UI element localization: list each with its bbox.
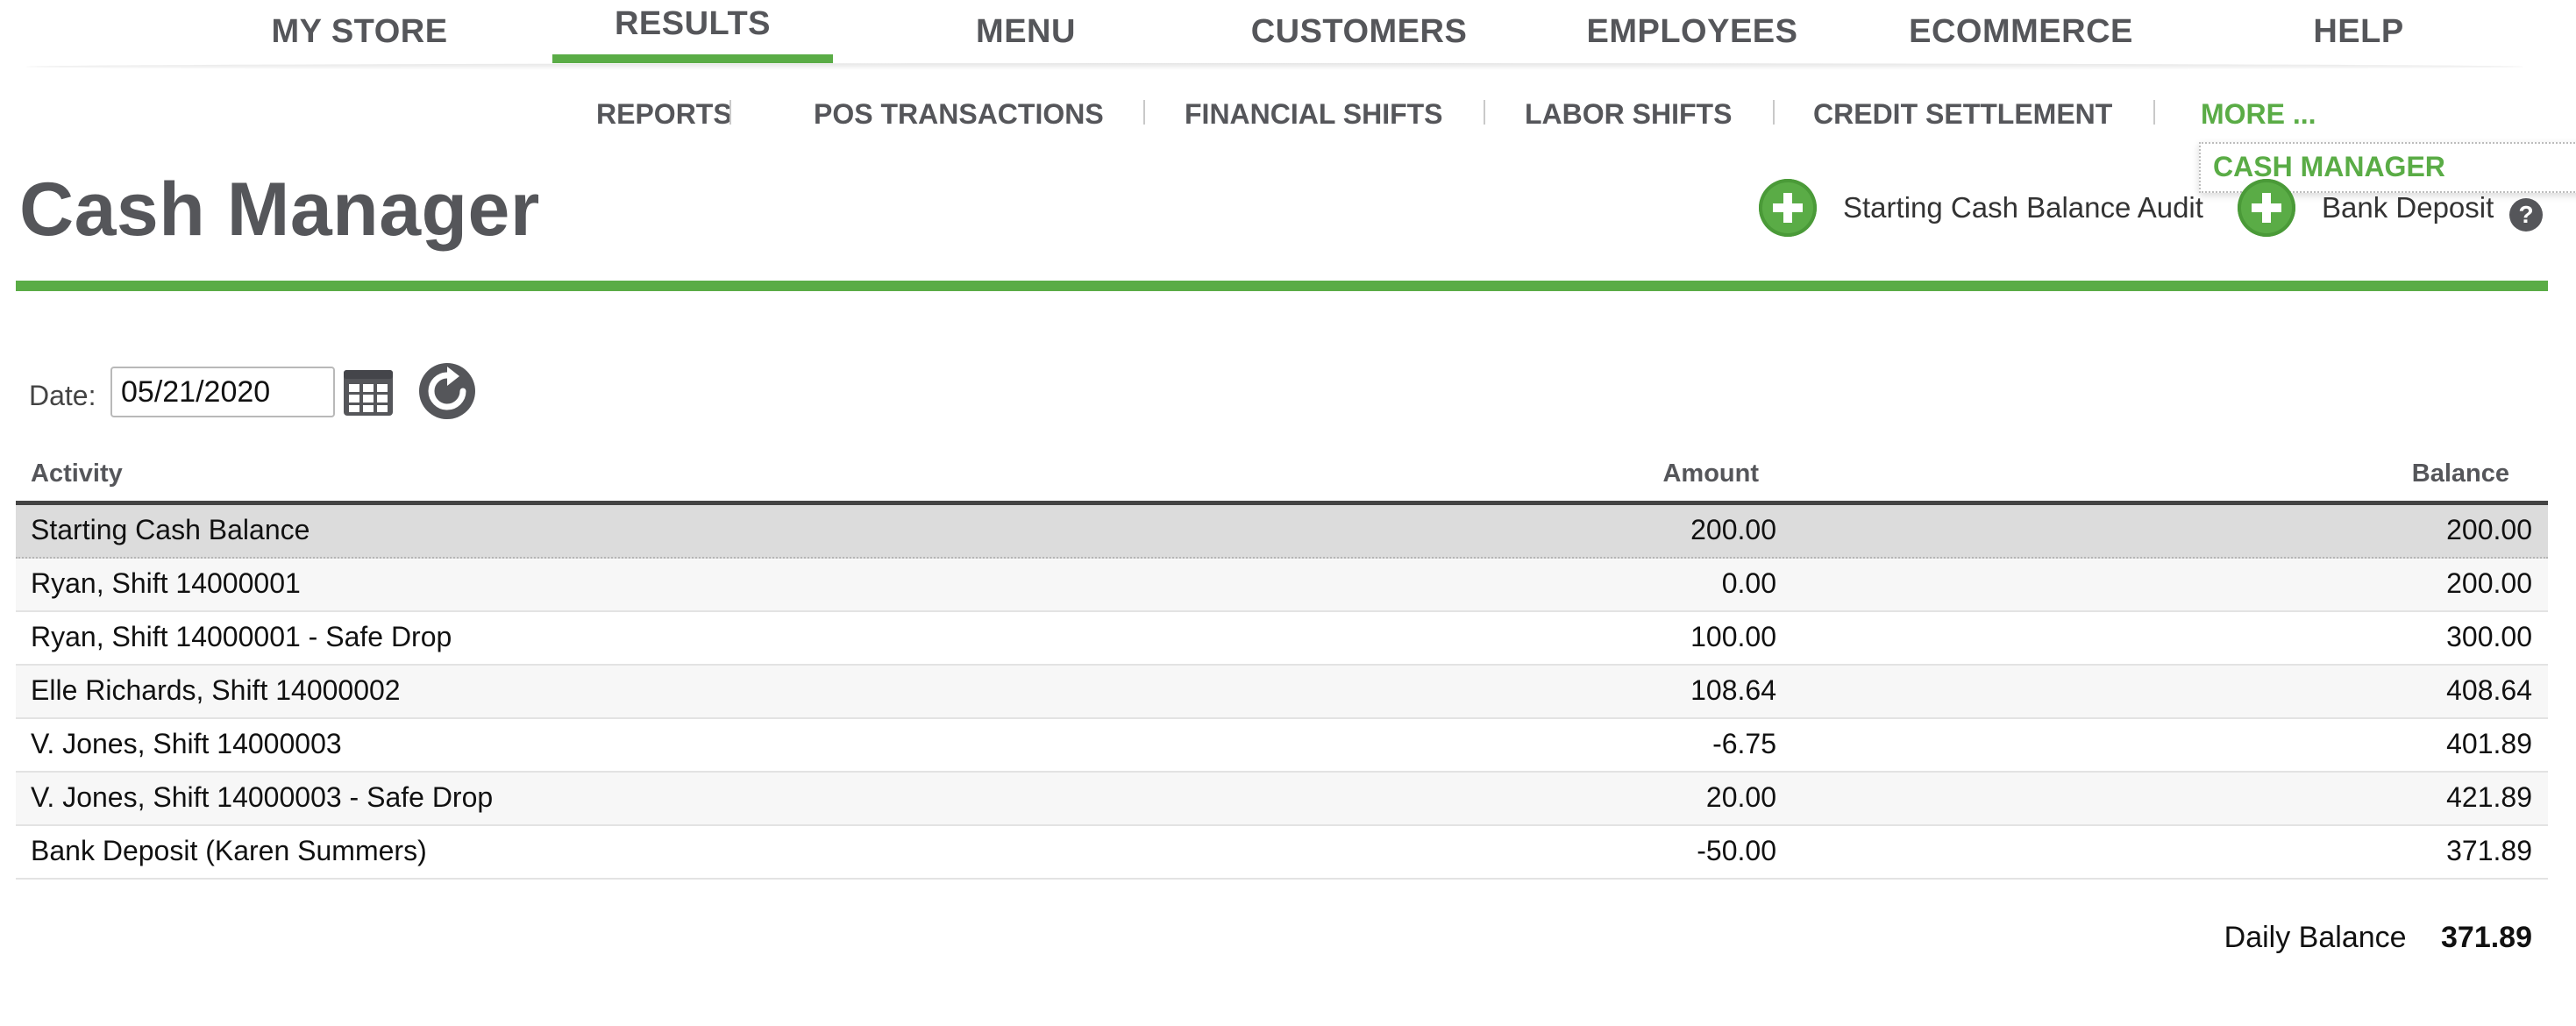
balance-cell: 408.64 <box>2446 674 2532 706</box>
top-nav-label: RESULTS <box>614 4 772 42</box>
top-nav-label: ECOMMERCE <box>1909 12 2133 50</box>
balance-cell: 200.00 <box>2446 514 2532 545</box>
table-row[interactable]: Bank Deposit (Karen Summers) -50.00 371.… <box>16 826 2548 880</box>
sub-nav-divider <box>2153 100 2155 125</box>
audit-label: Starting Cash Balance Audit <box>1843 191 2203 224</box>
amount-cell: -6.75 <box>1712 728 1776 759</box>
table-row[interactable]: V. Jones, Shift 14000003 -6.75 401.89 <box>16 719 2548 773</box>
amount-cell: 200.00 <box>1690 514 1776 545</box>
activity-cell: V. Jones, Shift 14000003 - Safe Drop <box>31 781 494 813</box>
top-nav-label: MENU <box>976 12 1076 50</box>
top-nav-menu[interactable]: MENU <box>929 0 1122 63</box>
activity-cell: Bank Deposit (Karen Summers) <box>31 835 427 866</box>
bank-deposit-button[interactable]: Bank Deposit <box>2238 179 2494 237</box>
amount-cell: -50.00 <box>1697 835 1776 866</box>
sub-nav-divider <box>1773 100 1775 125</box>
sub-nav-divider <box>729 100 731 125</box>
amount-cell: 100.00 <box>1690 621 1776 652</box>
sub-nav-divider <box>1484 100 1485 125</box>
table-header: Activity Amount Balance <box>16 451 2548 505</box>
calendar-icon[interactable] <box>342 367 395 417</box>
sub-nav: REPORTS POS TRANSACTIONS FINANCIAL SHIFT… <box>0 88 2576 140</box>
top-nav-label: MY STORE <box>271 12 448 50</box>
top-nav-results[interactable]: RESULTS <box>552 0 833 63</box>
balance-cell: 421.89 <box>2446 781 2532 813</box>
top-nav-shadow <box>26 63 2523 70</box>
plus-circle-icon <box>1759 179 1817 237</box>
top-nav-employees[interactable]: EMPLOYEES <box>1561 0 1824 63</box>
column-header-amount[interactable]: Amount <box>1662 460 1759 488</box>
dropdown-cash-manager[interactable]: CASH MANAGER <box>2213 151 2445 182</box>
balance-cell: 200.00 <box>2446 567 2532 599</box>
column-header-balance[interactable]: Balance <box>2411 460 2509 488</box>
daily-balance: Daily Balance 371.89 <box>2224 921 2532 955</box>
starting-cash-balance-audit-button[interactable]: Starting Cash Balance Audit <box>1759 179 2203 237</box>
activity-cell: Starting Cash Balance <box>31 514 310 545</box>
table-row[interactable]: V. Jones, Shift 14000003 - Safe Drop 20.… <box>16 773 2548 826</box>
deposit-label: Bank Deposit <box>2322 191 2494 224</box>
date-label: Date: <box>29 380 96 411</box>
balance-cell: 401.89 <box>2446 728 2532 759</box>
refresh-icon[interactable] <box>417 361 477 421</box>
activity-cell: Ryan, Shift 14000001 <box>31 567 301 599</box>
top-nav-my-store[interactable]: MY STORE <box>246 0 473 63</box>
balance-cell: 300.00 <box>2446 621 2532 652</box>
title-divider <box>16 281 2548 291</box>
help-icon[interactable]: ? <box>2509 198 2543 232</box>
top-nav-label: HELP <box>2313 12 2404 50</box>
column-header-activity[interactable]: Activity <box>31 460 123 488</box>
activity-cell: V. Jones, Shift 14000003 <box>31 728 342 759</box>
date-input[interactable] <box>110 367 335 417</box>
sub-nav-labor-shifts[interactable]: LABOR SHIFTS <box>1525 97 1733 130</box>
plus-circle-icon <box>2238 179 2295 237</box>
activity-cell: Elle Richards, Shift 14000002 <box>31 674 401 706</box>
daily-balance-value: 371.89 <box>2441 921 2532 954</box>
amount-cell: 108.64 <box>1690 674 1776 706</box>
sub-nav-divider <box>1143 100 1145 125</box>
sub-nav-more[interactable]: MORE ... <box>2201 97 2316 130</box>
sub-nav-reports[interactable]: REPORTS <box>596 97 732 130</box>
top-nav-customers[interactable]: CUSTOMERS <box>1210 0 1508 63</box>
top-nav-ecommerce[interactable]: ECOMMERCE <box>1885 0 2157 63</box>
sub-nav-credit-settlement[interactable]: CREDIT SETTLEMENT <box>1813 97 2113 130</box>
top-nav: MY STORE RESULTS MENU CUSTOMERS EMPLOYEE… <box>0 0 2576 70</box>
table-row[interactable]: Starting Cash Balance 200.00 200.00 <box>16 505 2548 559</box>
top-nav-label: EMPLOYEES <box>1586 12 1798 50</box>
top-nav-label: CUSTOMERS <box>1250 12 1468 50</box>
table-row[interactable]: Elle Richards, Shift 14000002 108.64 408… <box>16 666 2548 719</box>
cash-activity-table: Activity Amount Balance Starting Cash Ba… <box>16 451 2548 880</box>
table-row[interactable]: Ryan, Shift 14000001 0.00 200.00 <box>16 559 2548 612</box>
top-nav-help[interactable]: HELP <box>2271 0 2446 63</box>
table-row[interactable]: Ryan, Shift 14000001 - Safe Drop 100.00 … <box>16 612 2548 666</box>
page-title: Cash Manager <box>19 167 540 252</box>
amount-cell: 20.00 <box>1705 781 1776 813</box>
sub-nav-pos-transactions[interactable]: POS TRANSACTIONS <box>814 97 1104 130</box>
amount-cell: 0.00 <box>1721 567 1776 599</box>
activity-cell: Ryan, Shift 14000001 - Safe Drop <box>31 621 452 652</box>
sub-nav-financial-shifts[interactable]: FINANCIAL SHIFTS <box>1185 97 1443 130</box>
daily-balance-label: Daily Balance <box>2224 921 2407 954</box>
balance-cell: 371.89 <box>2446 835 2532 866</box>
